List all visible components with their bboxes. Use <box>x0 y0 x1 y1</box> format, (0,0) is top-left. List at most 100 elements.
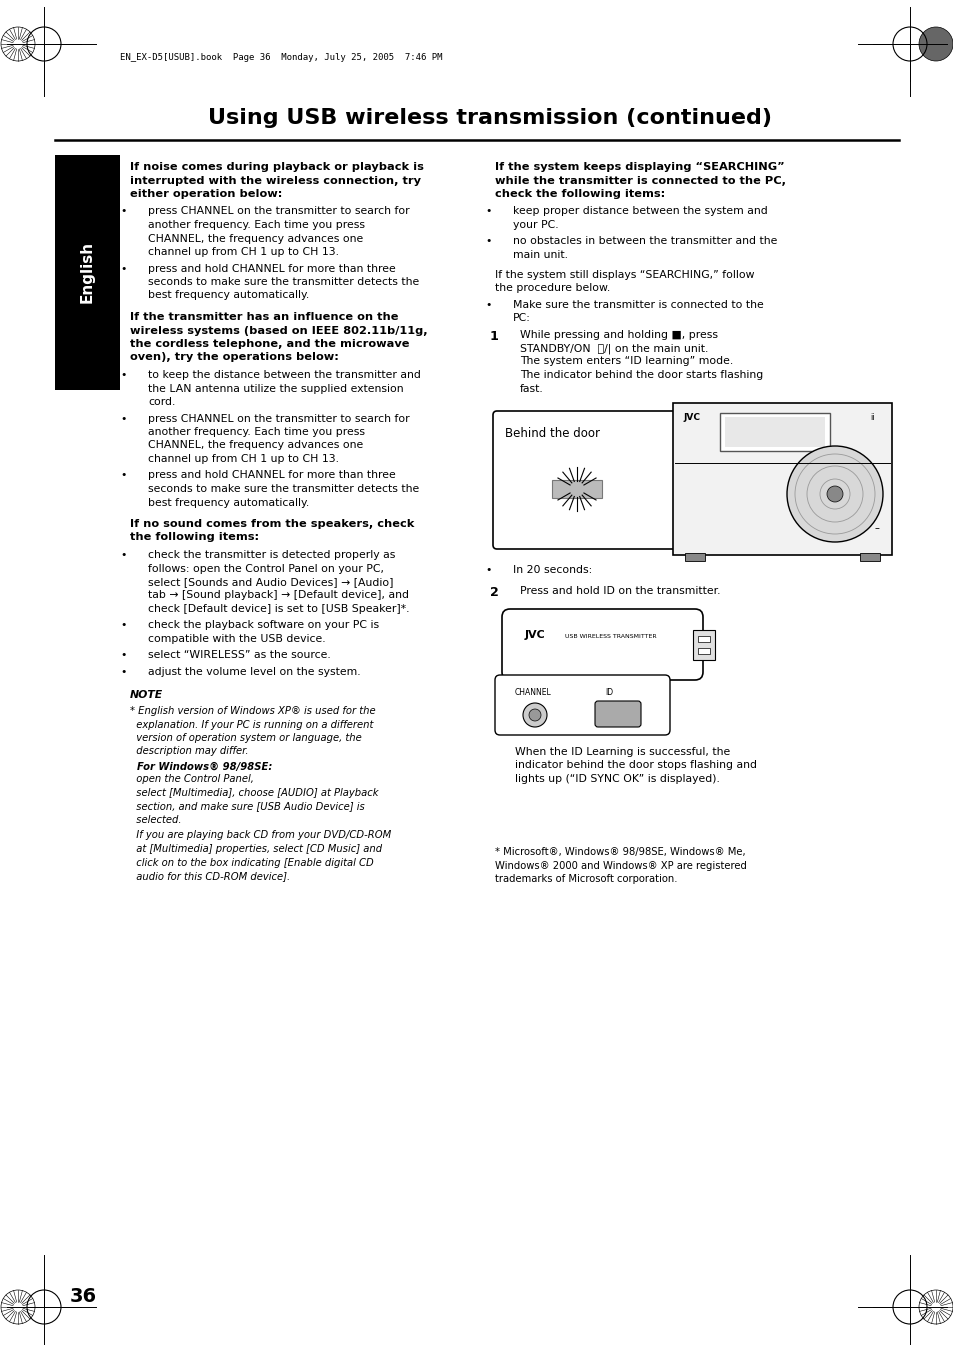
Text: explanation. If your PC is running on a different: explanation. If your PC is running on a … <box>130 720 373 730</box>
Text: interrupted with the wireless connection, try: interrupted with the wireless connection… <box>130 176 420 185</box>
Text: JVC: JVC <box>682 413 700 422</box>
Text: description may differ.: description may differ. <box>130 747 248 757</box>
Text: while the transmitter is connected to the PC,: while the transmitter is connected to th… <box>495 176 785 185</box>
Text: best frequency automatically.: best frequency automatically. <box>148 497 309 508</box>
Text: CHANNEL: CHANNEL <box>515 688 551 697</box>
Text: the following items:: the following items: <box>130 532 259 543</box>
Text: check the following items:: check the following items: <box>495 189 664 199</box>
Text: press CHANNEL on the transmitter to search for: press CHANNEL on the transmitter to sear… <box>148 207 409 216</box>
Text: •: • <box>120 413 126 423</box>
Text: 2: 2 <box>490 586 498 600</box>
Text: In 20 seconds:: In 20 seconds: <box>513 565 592 576</box>
Text: If noise comes during playback or playback is: If noise comes during playback or playba… <box>130 162 423 172</box>
Bar <box>720 413 829 451</box>
Text: wireless systems (based on IEEE 802.11b/11g,: wireless systems (based on IEEE 802.11b/… <box>130 326 427 335</box>
Text: cord.: cord. <box>148 397 175 407</box>
Text: •: • <box>484 565 491 576</box>
Text: keep proper distance between the system and: keep proper distance between the system … <box>513 207 767 216</box>
Text: 36: 36 <box>70 1286 97 1305</box>
Bar <box>698 648 709 654</box>
Bar <box>692 630 714 661</box>
Text: seconds to make sure the transmitter detects the: seconds to make sure the transmitter det… <box>148 277 418 286</box>
Text: The system enters “ID learning” mode.: The system enters “ID learning” mode. <box>519 357 733 366</box>
Text: NOTE: NOTE <box>130 690 163 701</box>
Text: STANDBY/ON  ⏻/| on the main unit.: STANDBY/ON ⏻/| on the main unit. <box>519 343 708 354</box>
Text: fast.: fast. <box>519 384 543 393</box>
Text: The indicator behind the door starts flashing: The indicator behind the door starts fla… <box>519 370 762 380</box>
Text: follows: open the Control Panel on your PC,: follows: open the Control Panel on your … <box>148 563 384 574</box>
Text: another frequency. Each time you press: another frequency. Each time you press <box>148 427 365 436</box>
Text: If the system still displays “SEARCHING,” follow: If the system still displays “SEARCHING,… <box>495 269 754 280</box>
Text: best frequency automatically.: best frequency automatically. <box>148 290 309 300</box>
Circle shape <box>522 703 546 727</box>
Text: select [Multimedia], choose [AUDIO] at Playback: select [Multimedia], choose [AUDIO] at P… <box>130 788 378 798</box>
Circle shape <box>529 709 540 721</box>
Text: Using USB wireless transmission (continued): Using USB wireless transmission (continu… <box>208 108 771 128</box>
Text: oven), try the operations below:: oven), try the operations below: <box>130 353 338 362</box>
Text: indicator behind the door stops flashing and: indicator behind the door stops flashing… <box>515 761 757 770</box>
Text: tab → [Sound playback] → [Default device], and: tab → [Sound playback] → [Default device… <box>148 590 409 600</box>
Text: If no sound comes from the speakers, check: If no sound comes from the speakers, che… <box>130 519 414 530</box>
Bar <box>698 636 709 642</box>
Text: EN_EX-D5[USUB].book  Page 36  Monday, July 25, 2005  7:46 PM: EN_EX-D5[USUB].book Page 36 Monday, July… <box>120 53 442 62</box>
Text: channel up from CH 1 up to CH 13.: channel up from CH 1 up to CH 13. <box>148 454 338 463</box>
Bar <box>684 553 704 561</box>
Text: press CHANNEL on the transmitter to search for: press CHANNEL on the transmitter to sear… <box>148 413 409 423</box>
Circle shape <box>826 486 842 503</box>
Text: click on to the box indicating [Enable digital CD: click on to the box indicating [Enable d… <box>130 858 374 867</box>
Text: •: • <box>120 667 126 677</box>
Text: •: • <box>484 207 491 216</box>
Text: channel up from CH 1 up to CH 13.: channel up from CH 1 up to CH 13. <box>148 247 338 257</box>
Text: no obstacles in between the transmitter and the: no obstacles in between the transmitter … <box>513 236 777 246</box>
Text: open the Control Panel,: open the Control Panel, <box>130 774 253 785</box>
Text: section, and make sure [USB Audio Device] is: section, and make sure [USB Audio Device… <box>130 801 364 812</box>
Text: check [Default device] is set to [USB Speaker]*.: check [Default device] is set to [USB Sp… <box>148 604 409 613</box>
Text: select [Sounds and Audio Devices] → [Audio]: select [Sounds and Audio Devices] → [Aud… <box>148 577 393 586</box>
Text: •: • <box>484 300 491 309</box>
Text: Make sure the transmitter is connected to the: Make sure the transmitter is connected t… <box>513 300 763 309</box>
Text: English: English <box>79 240 94 303</box>
Text: check the transmitter is detected properly as: check the transmitter is detected proper… <box>148 550 395 561</box>
Text: Windows® 2000 and Windows® XP are registered: Windows® 2000 and Windows® XP are regist… <box>495 861 746 871</box>
Text: to keep the distance between the transmitter and: to keep the distance between the transmi… <box>148 370 420 380</box>
Text: •: • <box>120 550 126 561</box>
Bar <box>859 553 879 561</box>
Text: •: • <box>120 620 126 631</box>
FancyBboxPatch shape <box>501 609 702 680</box>
FancyBboxPatch shape <box>672 403 891 555</box>
Text: When the ID Learning is successful, the: When the ID Learning is successful, the <box>515 747 729 757</box>
Text: •: • <box>120 470 126 481</box>
Text: If the transmitter has an influence on the: If the transmitter has an influence on t… <box>130 312 398 322</box>
Text: ID: ID <box>604 688 613 697</box>
Text: select “WIRELESS” as the source.: select “WIRELESS” as the source. <box>148 650 331 661</box>
Text: Behind the door: Behind the door <box>504 427 599 440</box>
Text: CHANNEL, the frequency advances one: CHANNEL, the frequency advances one <box>148 234 363 243</box>
Text: 1: 1 <box>490 330 498 343</box>
Text: lights up (“ID SYNC OK” is displayed).: lights up (“ID SYNC OK” is displayed). <box>515 774 720 784</box>
Bar <box>724 417 824 447</box>
Text: JVC: JVC <box>524 630 545 640</box>
Text: •: • <box>120 207 126 216</box>
Text: the procedure below.: the procedure below. <box>495 282 610 293</box>
Text: •: • <box>120 650 126 661</box>
Text: at [Multimedia] properties, select [CD Music] and: at [Multimedia] properties, select [CD M… <box>130 844 382 854</box>
Text: audio for this CD-ROM device].: audio for this CD-ROM device]. <box>130 871 290 881</box>
Polygon shape <box>681 515 731 544</box>
Circle shape <box>786 446 882 542</box>
Text: CHANNEL, the frequency advances one: CHANNEL, the frequency advances one <box>148 440 363 450</box>
Text: compatible with the USB device.: compatible with the USB device. <box>148 634 325 644</box>
Text: another frequency. Each time you press: another frequency. Each time you press <box>148 220 365 230</box>
Circle shape <box>918 27 952 61</box>
Text: If the system keeps displaying “SEARCHING”: If the system keeps displaying “SEARCHIN… <box>495 162 783 172</box>
FancyBboxPatch shape <box>493 411 685 549</box>
Text: seconds to make sure the transmitter detects the: seconds to make sure the transmitter det… <box>148 484 418 494</box>
Text: press and hold CHANNEL for more than three: press and hold CHANNEL for more than thr… <box>148 263 395 273</box>
Bar <box>552 480 601 499</box>
Text: If you are playing back CD from your DVD/CD-ROM: If you are playing back CD from your DVD… <box>130 831 391 840</box>
Text: * English version of Windows XP® is used for the: * English version of Windows XP® is used… <box>130 707 375 716</box>
Text: Press and hold ID on the transmitter.: Press and hold ID on the transmitter. <box>519 586 720 597</box>
Text: main unit.: main unit. <box>513 250 567 259</box>
Text: trademarks of Microsoft corporation.: trademarks of Microsoft corporation. <box>495 874 677 885</box>
Text: version of operation system or language, the: version of operation system or language,… <box>130 734 361 743</box>
Text: •: • <box>484 236 491 246</box>
